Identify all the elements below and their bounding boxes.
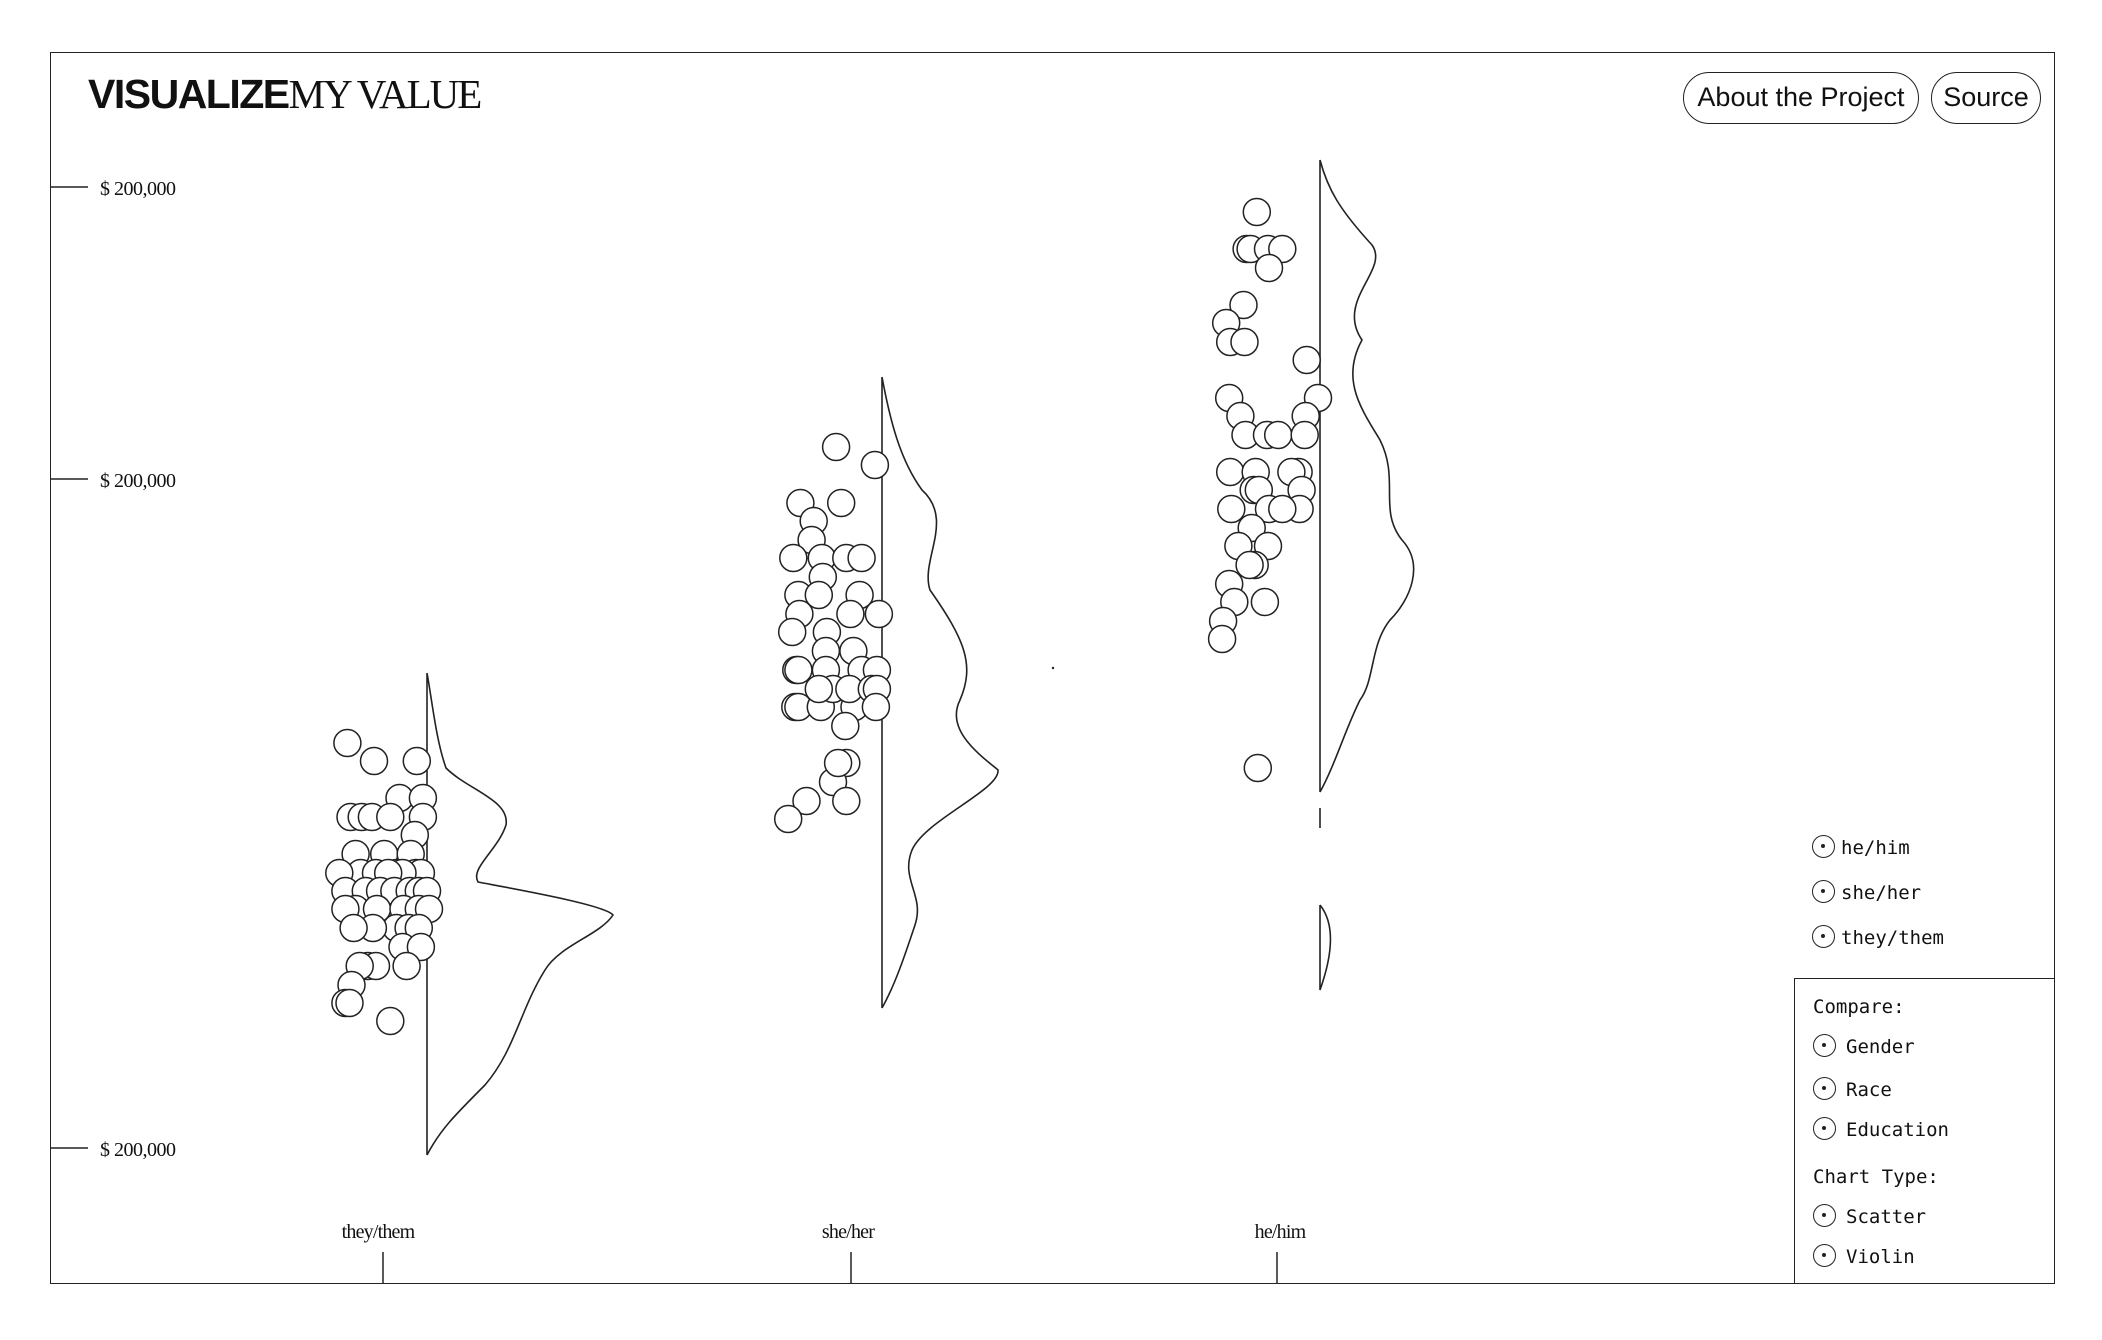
data-point[interactable]: [1229, 290, 1258, 320]
data-point[interactable]: [376, 1006, 405, 1036]
legend-label: he/him: [1841, 837, 1910, 859]
data-point[interactable]: [804, 674, 834, 704]
compare-option-gender[interactable]: Gender: [1813, 1033, 1915, 1061]
option-label: Education: [1846, 1119, 1949, 1141]
data-point[interactable]: [335, 988, 364, 1018]
data-point[interactable]: [1254, 253, 1284, 283]
data-point[interactable]: [864, 599, 894, 629]
data-point[interactable]: [792, 786, 821, 816]
controls-panel: Compare: Gender Race Education Chart Typ…: [1794, 978, 2055, 1284]
legend-item-they-them[interactable]: they/them: [1812, 924, 1944, 952]
chart-type-heading: Chart Type:: [1813, 1166, 1939, 1188]
data-point[interactable]: [1230, 327, 1259, 357]
data-point[interactable]: [1207, 624, 1237, 654]
radio-icon: [1813, 1034, 1836, 1057]
x-axis-category-label: he/him: [1255, 1221, 1307, 1243]
y-axis-tick-label: $ 200,000: [100, 470, 176, 492]
y-axis-tick-label: $ 200,000: [100, 1139, 176, 1161]
data-point[interactable]: [1263, 420, 1293, 450]
data-point[interactable]: [860, 450, 890, 480]
radio-icon: [1813, 1077, 1836, 1100]
violin-shape: [426, 672, 614, 1156]
data-point[interactable]: [773, 804, 803, 834]
radio-icon: [1812, 835, 1835, 858]
brand-bold: VISUALIZE: [88, 71, 290, 117]
data-point[interactable]: [339, 913, 368, 943]
data-point[interactable]: [392, 951, 421, 981]
data-point[interactable]: [1235, 550, 1264, 580]
radio-icon: [1813, 1204, 1836, 1227]
option-label: Scatter: [1846, 1206, 1927, 1228]
compare-option-race[interactable]: Race: [1813, 1076, 1892, 1104]
data-point[interactable]: [1215, 457, 1245, 487]
radio-icon: [1813, 1244, 1836, 1267]
data-point[interactable]: [826, 488, 856, 518]
option-label: Race: [1846, 1079, 1892, 1101]
data-point[interactable]: [832, 786, 861, 816]
data-point[interactable]: [847, 543, 876, 573]
data-point[interactable]: [861, 692, 891, 722]
compare-heading: Compare:: [1813, 996, 1905, 1018]
data-point[interactable]: [1217, 494, 1246, 524]
data-point[interactable]: [1242, 197, 1272, 227]
data-point[interactable]: [823, 748, 853, 778]
stray-mark: [1051, 666, 1055, 670]
data-point[interactable]: [402, 746, 432, 776]
data-point[interactable]: [831, 711, 860, 741]
option-label: Violin: [1846, 1246, 1915, 1268]
data-point[interactable]: [359, 746, 389, 776]
option-label: Gender: [1846, 1036, 1915, 1058]
data-point[interactable]: [406, 932, 436, 962]
legend-item-he-him[interactable]: he/him: [1812, 834, 1910, 862]
legend-label: they/them: [1841, 927, 1944, 949]
data-point[interactable]: [836, 599, 865, 629]
legend-label: she/her: [1841, 882, 1922, 904]
data-point[interactable]: [784, 655, 813, 685]
radio-icon: [1812, 880, 1835, 903]
data-point[interactable]: [1290, 420, 1319, 450]
chart-type-option-violin[interactable]: Violin: [1813, 1243, 1915, 1271]
data-point[interactable]: [779, 543, 808, 573]
data-point[interactable]: [1268, 494, 1297, 524]
data-point[interactable]: [804, 580, 834, 610]
violin-shape: [881, 376, 999, 1009]
radio-icon: [1813, 1117, 1836, 1140]
brand-light: MY VALUE: [288, 71, 483, 117]
brand-logo[interactable]: VISUALIZEMY VALUE: [88, 71, 483, 117]
x-axis-category-label: they/them: [342, 1221, 416, 1243]
data-point[interactable]: [821, 432, 851, 462]
about-project-button[interactable]: About the Project: [1683, 72, 1919, 124]
legend-item-she-her[interactable]: she/her: [1812, 879, 1921, 907]
chart-frame: [50, 52, 2055, 1284]
data-point[interactable]: [777, 617, 807, 647]
y-axis-tick-label: $ 200,000: [100, 178, 176, 200]
compare-option-education[interactable]: Education: [1813, 1116, 1949, 1144]
violin-shape: [1319, 904, 1332, 991]
source-button[interactable]: Source: [1931, 72, 2041, 124]
radio-icon: [1812, 925, 1835, 948]
violin-shape: [1319, 159, 1415, 793]
data-point[interactable]: [376, 802, 405, 832]
x-axis-category-label: she/her: [822, 1221, 875, 1243]
data-point[interactable]: [1250, 587, 1280, 617]
data-point[interactable]: [1243, 753, 1273, 783]
chart-type-option-scatter[interactable]: Scatter: [1813, 1203, 1926, 1231]
data-point[interactable]: [1292, 345, 1321, 375]
data-point[interactable]: [333, 728, 362, 758]
